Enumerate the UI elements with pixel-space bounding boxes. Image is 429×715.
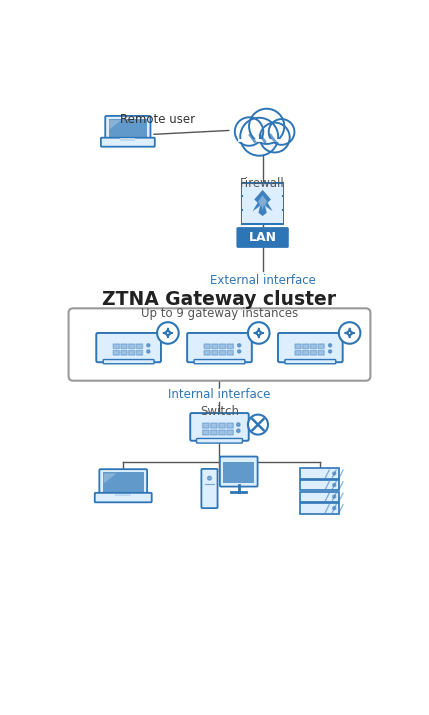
Circle shape [249, 109, 284, 144]
Circle shape [248, 415, 268, 435]
FancyBboxPatch shape [280, 184, 284, 195]
Circle shape [237, 429, 240, 433]
Polygon shape [103, 473, 116, 483]
FancyBboxPatch shape [204, 350, 210, 355]
FancyBboxPatch shape [220, 350, 226, 355]
FancyBboxPatch shape [211, 430, 217, 435]
FancyBboxPatch shape [318, 344, 324, 349]
Text: External interface: External interface [210, 275, 316, 287]
FancyBboxPatch shape [280, 197, 284, 209]
FancyBboxPatch shape [280, 212, 284, 223]
FancyBboxPatch shape [136, 350, 142, 355]
FancyBboxPatch shape [121, 344, 127, 349]
FancyBboxPatch shape [227, 430, 233, 435]
Circle shape [208, 476, 211, 480]
FancyBboxPatch shape [227, 350, 233, 355]
FancyBboxPatch shape [300, 492, 339, 502]
Text: Switch: Switch [200, 405, 239, 418]
Text: Internal interface: Internal interface [168, 388, 271, 401]
Circle shape [332, 483, 336, 487]
Circle shape [238, 350, 241, 353]
FancyBboxPatch shape [242, 184, 245, 195]
FancyBboxPatch shape [310, 344, 317, 349]
FancyBboxPatch shape [129, 344, 135, 349]
FancyBboxPatch shape [227, 344, 233, 349]
FancyBboxPatch shape [204, 344, 210, 349]
FancyBboxPatch shape [100, 469, 147, 495]
FancyBboxPatch shape [136, 344, 142, 349]
FancyBboxPatch shape [295, 350, 301, 355]
FancyBboxPatch shape [109, 119, 147, 137]
FancyBboxPatch shape [96, 333, 161, 363]
Text: Up to 9 gateway instances: Up to 9 gateway instances [141, 307, 298, 320]
Circle shape [147, 344, 150, 347]
FancyBboxPatch shape [236, 227, 289, 248]
Polygon shape [253, 190, 272, 216]
Circle shape [269, 119, 294, 145]
FancyBboxPatch shape [115, 493, 131, 496]
FancyBboxPatch shape [242, 197, 245, 209]
FancyBboxPatch shape [101, 138, 155, 147]
Circle shape [237, 423, 240, 426]
FancyBboxPatch shape [212, 344, 218, 349]
FancyBboxPatch shape [220, 457, 257, 487]
Circle shape [147, 350, 150, 353]
FancyBboxPatch shape [227, 423, 233, 428]
Circle shape [332, 507, 336, 510]
FancyBboxPatch shape [103, 360, 154, 364]
Text: Firewall: Firewall [240, 177, 285, 190]
FancyBboxPatch shape [190, 413, 249, 440]
FancyBboxPatch shape [187, 333, 252, 363]
FancyBboxPatch shape [310, 350, 317, 355]
Circle shape [248, 322, 269, 344]
FancyBboxPatch shape [300, 468, 339, 479]
FancyBboxPatch shape [113, 344, 119, 349]
FancyBboxPatch shape [219, 423, 225, 428]
FancyBboxPatch shape [318, 350, 324, 355]
FancyBboxPatch shape [295, 344, 301, 349]
FancyBboxPatch shape [300, 503, 339, 513]
FancyBboxPatch shape [239, 128, 286, 139]
Circle shape [238, 344, 241, 347]
FancyBboxPatch shape [129, 350, 135, 355]
Circle shape [329, 350, 332, 353]
Circle shape [332, 495, 336, 498]
FancyBboxPatch shape [202, 423, 209, 428]
Circle shape [157, 322, 178, 344]
FancyBboxPatch shape [220, 344, 226, 349]
FancyBboxPatch shape [201, 469, 218, 508]
FancyBboxPatch shape [302, 350, 309, 355]
FancyBboxPatch shape [121, 350, 127, 355]
FancyBboxPatch shape [219, 430, 225, 435]
Circle shape [329, 344, 332, 347]
FancyBboxPatch shape [300, 480, 339, 490]
Circle shape [240, 118, 278, 156]
FancyBboxPatch shape [69, 308, 370, 380]
FancyBboxPatch shape [285, 360, 336, 364]
Circle shape [332, 472, 336, 475]
FancyBboxPatch shape [242, 212, 245, 223]
Circle shape [339, 322, 360, 344]
FancyBboxPatch shape [120, 139, 136, 141]
Text: LAN: LAN [248, 231, 277, 244]
FancyBboxPatch shape [113, 350, 119, 355]
FancyBboxPatch shape [194, 360, 245, 364]
Text: Remote user: Remote user [120, 113, 195, 126]
FancyBboxPatch shape [224, 462, 254, 483]
Polygon shape [257, 195, 268, 210]
FancyBboxPatch shape [202, 430, 209, 435]
Circle shape [235, 117, 263, 146]
FancyBboxPatch shape [212, 350, 218, 355]
Text: ZTNA Gateway cluster: ZTNA Gateway cluster [103, 290, 336, 309]
FancyBboxPatch shape [302, 344, 309, 349]
FancyBboxPatch shape [211, 423, 217, 428]
FancyBboxPatch shape [95, 493, 152, 503]
FancyBboxPatch shape [103, 472, 144, 492]
Circle shape [260, 123, 290, 152]
FancyBboxPatch shape [278, 333, 343, 363]
FancyBboxPatch shape [105, 116, 151, 140]
FancyBboxPatch shape [196, 438, 242, 443]
Polygon shape [109, 120, 121, 129]
FancyBboxPatch shape [242, 183, 284, 225]
